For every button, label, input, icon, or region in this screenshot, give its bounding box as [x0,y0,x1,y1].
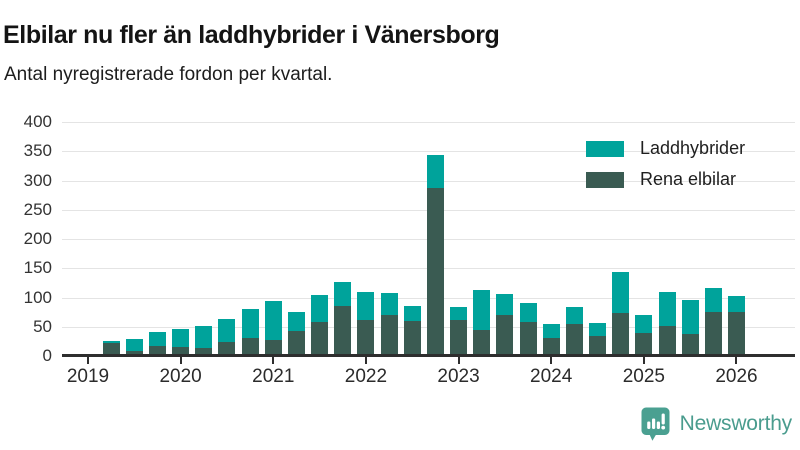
newsworthy-brand: Newsworthy [640,406,792,442]
bar-elbilar-2019-Q2 [102,343,120,356]
bar-laddhybrider-2019-Q2 [102,341,120,344]
x-tick-2020 [179,357,182,364]
bar-elbilar-2019-Q3 [125,350,143,356]
x-tick-label-2021: 2021 [252,366,295,387]
x-tick-label-2026: 2026 [715,366,758,387]
bar-elbilar-2025-Q4 [704,311,722,356]
bar-laddhybrider-2023-Q4 [519,303,537,323]
y-tick-label-250: 250 [23,199,52,219]
chart-title: Elbilar nu fler än laddhybrider i Väners… [3,20,500,49]
y-tick-label-400: 400 [23,112,52,131]
y-tick-label-100: 100 [23,287,52,307]
x-tick-2024 [550,357,553,364]
bar-elbilar-2020-Q3 [218,341,236,356]
bar-elbilar-2024-Q4 [612,313,630,356]
bar-laddhybrider-2020-Q2 [195,325,213,348]
bar-elbilar-2022-Q4 [426,188,444,356]
bar-elbilar-2025-Q3 [681,334,699,356]
bar-elbilar-2022-Q1 [357,320,375,356]
x-tick-label-2020: 2020 [159,366,202,387]
bar-elbilar-2021-Q4 [334,306,352,356]
bar-elbilar-2023-Q1 [450,320,468,356]
bar-laddhybrider-2020-Q1 [172,329,190,347]
bar-laddhybrider-2021-Q1 [264,301,282,341]
plot-area [62,122,795,357]
legend-label: Laddhybrider [640,138,746,158]
bar-elbilar-2020-Q2 [195,347,213,356]
bar-laddhybrider-2024-Q1 [542,324,560,339]
bar-laddhybrider-2025-Q4 [704,288,722,312]
x-tick-2019 [87,357,89,364]
bar-laddhybrider-2025-Q3 [681,300,699,335]
bar-laddhybrider-2020-Q4 [241,309,259,339]
x-tick-2026 [735,357,738,364]
bar-elbilar-2021-Q2 [287,331,305,356]
bar-laddhybrider-2024-Q3 [589,323,607,337]
bar-elbilar-2023-Q2 [473,329,491,356]
legend-swatch-laddhybrider [586,140,624,157]
y-tick-label-150: 150 [23,258,52,278]
bar-laddhybrider-2022-Q3 [403,305,421,321]
x-axis-line [62,354,795,357]
legend-item-laddhybrider: Laddhybrider [586,138,745,159]
bar-laddhybrider-2023-Q3 [496,294,514,316]
bar-elbilar-2023-Q3 [496,315,514,356]
newsworthy-brand-text: Newsworthy [679,412,793,435]
gridline-400 [62,122,795,123]
legend: Laddhybrider Rena elbilar [586,138,745,200]
bar-laddhybrider-2021-Q3 [311,295,329,323]
bar-laddhybrider-2025-Q2 [658,291,676,327]
x-tick-label-2022: 2022 [344,366,388,387]
y-tick-label-300: 300 [23,170,52,190]
bar-elbilar-2025-Q1 [635,333,653,356]
x-tick-label-2024: 2024 [530,366,573,387]
bar-elbilar-2024-Q3 [589,336,607,356]
bar-elbilar-2022-Q3 [403,320,421,356]
newsworthy-logo-icon [640,406,671,442]
bar-elbilar-2020-Q4 [241,338,259,356]
x-tick-2023 [457,357,460,364]
bar-elbilar-2024-Q1 [542,338,560,356]
bar-laddhybrider-2019-Q4 [148,332,166,347]
x-tick-label-2025: 2025 [622,366,665,387]
bar-laddhybrider-2020-Q3 [218,318,236,342]
x-tick-label-2023: 2023 [437,366,480,387]
chart-subtitle: Antal nyregistrerade fordon per kvartal. [4,64,333,85]
bar-laddhybrider-2023-Q1 [450,306,468,321]
bar-laddhybrider-2022-Q4 [426,155,444,189]
bar-elbilar-2022-Q2 [380,315,398,356]
bar-laddhybrider-2021-Q4 [334,281,352,307]
y-tick-label-0: 0 [42,346,52,365]
y-tick-label-350: 350 [23,141,52,161]
y-tick-label-200: 200 [23,229,52,248]
bar-laddhybrider-2023-Q2 [473,289,491,330]
bar-laddhybrider-2019-Q3 [125,339,143,351]
bar-elbilar-2024-Q2 [565,323,583,356]
x-tick-2025 [642,357,645,364]
x-tick-2022 [364,357,367,364]
bar-laddhybrider-2021-Q2 [287,312,305,332]
bar-laddhybrider-2024-Q4 [612,271,630,314]
legend-label: Rena elbilar [640,169,737,189]
bar-elbilar-2020-Q1 [172,346,190,356]
gridline-350 [62,151,795,153]
bar-elbilar-2023-Q4 [519,322,537,356]
bar-elbilar-2026-Q1 [727,312,745,356]
bar-elbilar-2021-Q3 [311,322,329,356]
bar-laddhybrider-2026-Q1 [727,296,745,313]
bar-laddhybrider-2024-Q2 [565,306,583,324]
y-tick-label-50: 50 [33,316,52,336]
legend-item-rena-elbilar: Rena elbilar [586,169,745,190]
bar-laddhybrider-2025-Q1 [635,315,653,334]
bar-laddhybrider-2022-Q2 [380,293,398,316]
bar-elbilar-2025-Q2 [658,326,676,356]
x-tick-2021 [272,357,275,364]
legend-swatch-rena-elbilar [586,171,624,188]
bar-laddhybrider-2022-Q1 [357,291,375,321]
x-tick-label-2019: 2019 [66,366,110,387]
bar-elbilar-2021-Q1 [264,340,282,356]
bar-elbilar-2019-Q4 [148,346,166,356]
